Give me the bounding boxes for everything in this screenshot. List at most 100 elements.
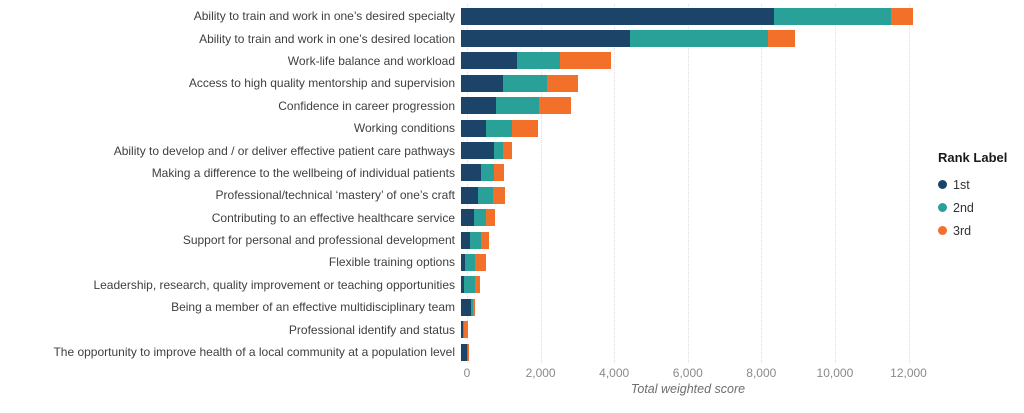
- bar-segment-1st: [461, 276, 464, 294]
- bar-segment-3rd: [493, 186, 506, 204]
- x-tick-label: 10,000: [816, 366, 854, 380]
- bar-segment-1st: [461, 231, 470, 249]
- bar-segment-3rd: [474, 253, 487, 271]
- bar-track: [461, 298, 1024, 316]
- bar-segment-2nd: [462, 321, 464, 339]
- bar-segment-3rd: [468, 343, 470, 361]
- legend-item-2nd: 2nd: [938, 200, 1007, 215]
- bar-row: The opportunity to improve health of a l…: [0, 341, 1024, 363]
- bar-track: [461, 119, 1024, 137]
- bar-track: [461, 30, 1024, 48]
- bar-segment-3rd: [493, 164, 504, 182]
- bar-segment-2nd: [466, 343, 469, 361]
- bar-row: Working conditions: [0, 117, 1024, 139]
- bar-segment-1st: [461, 209, 474, 227]
- category-label: Contributing to an effective healthcare …: [211, 210, 455, 225]
- bar-segment-1st: [461, 7, 775, 25]
- bar-segment-2nd: [774, 7, 891, 25]
- x-tick-label: 8,000: [746, 366, 777, 380]
- bar-segment-2nd: [470, 298, 474, 316]
- bar-track: [461, 7, 1024, 25]
- category-label: Confidence in career progression: [278, 98, 455, 113]
- bar-row: Confidence in career progression: [0, 95, 1024, 117]
- bar-segment-2nd: [493, 142, 504, 160]
- bar-segment-1st: [461, 253, 466, 271]
- category-label: Ability to develop and / or deliver effe…: [113, 143, 455, 158]
- bar-row: Ability to train and work in one’s desir…: [0, 5, 1024, 27]
- legend-item-3rd: 3rd: [938, 224, 1007, 238]
- legend-items: 1st 2nd 3rd: [938, 177, 1007, 238]
- bar-segment-2nd: [485, 119, 512, 137]
- bar-segment-2nd: [517, 52, 560, 70]
- category-label: Ability to train and work in one’s desir…: [199, 31, 455, 46]
- bar-segment-1st: [461, 321, 463, 339]
- bar-track: [461, 231, 1024, 249]
- bar-segment-3rd: [485, 209, 495, 227]
- x-tick-label: 4,000: [599, 366, 630, 380]
- category-label: Leadership, research, quality improvemen…: [93, 277, 455, 292]
- bar-segment-3rd: [538, 97, 571, 115]
- bar-track: [461, 186, 1024, 204]
- x-tick-label: 6,000: [672, 366, 703, 380]
- bar-rows: Ability to train and work in one’s desir…: [0, 5, 1024, 363]
- bar-track: [461, 276, 1024, 294]
- bar-segment-3rd: [503, 142, 512, 160]
- bar-segment-3rd: [464, 321, 468, 339]
- bar-segment-2nd: [630, 30, 769, 48]
- legend-item-label: 1st: [953, 177, 970, 192]
- gridlines: [467, 4, 939, 363]
- category-label: Flexible training options: [328, 255, 455, 270]
- bar-segment-3rd: [474, 276, 481, 294]
- bar-segment-2nd: [496, 97, 539, 115]
- bar-segment-1st: [461, 343, 467, 361]
- bar-segment-3rd: [480, 231, 490, 249]
- bar-track: [461, 253, 1024, 271]
- category-label: The opportunity to improve health of a l…: [53, 345, 455, 360]
- gridline: [614, 4, 616, 363]
- x-axis: 0 2,000 4,000 6,000 8,000 10,000 12,000: [464, 366, 939, 380]
- bar-segment-1st: [461, 74, 503, 92]
- bar-segment-3rd: [559, 52, 612, 70]
- bar-segment-1st: [461, 52, 518, 70]
- legend-title: Rank Label: [938, 150, 1008, 165]
- bar-row: Contributing to an effective healthcare …: [0, 207, 1024, 229]
- bar-row: Flexible training options: [0, 251, 1024, 273]
- category-label: Making a difference to the wellbeing of …: [151, 165, 455, 180]
- bar-row: Work-life balance and workload: [0, 50, 1024, 72]
- bar-track: [461, 343, 1024, 361]
- bar-row: Leadership, research, quality improvemen…: [0, 274, 1024, 296]
- gridline: [467, 4, 468, 363]
- legend-dot-icon: [938, 180, 947, 189]
- bar-row: Ability to develop and / or deliver effe…: [0, 139, 1024, 161]
- bar-segment-2nd: [473, 209, 486, 227]
- legend-dot-icon: [938, 226, 947, 235]
- bar-segment-3rd: [547, 74, 578, 92]
- bar-track: [461, 321, 1024, 339]
- bar-row: Professional identify and status: [0, 318, 1024, 340]
- bar-segment-1st: [461, 119, 486, 137]
- bar-segment-2nd: [478, 186, 494, 204]
- category-label: Ability to train and work in one’s desir…: [193, 9, 455, 24]
- gridline: [834, 4, 836, 363]
- bar-segment-2nd: [480, 164, 494, 182]
- bar-segment-3rd: [768, 30, 796, 48]
- bar-track: [461, 164, 1024, 182]
- x-axis-title: Total weighted score: [630, 382, 746, 396]
- bar-row: Professional/technical ‘mastery’ of one’…: [0, 184, 1024, 206]
- bar-segment-1st: [461, 30, 631, 48]
- category-label: Working conditions: [353, 121, 455, 136]
- category-label: Professional/technical ‘mastery’ of one’…: [215, 188, 455, 203]
- legend-item-1st: 1st: [938, 177, 1007, 192]
- bar-segment-3rd: [890, 7, 914, 25]
- bar-segment-2nd: [465, 253, 475, 271]
- bar-segment-3rd: [511, 119, 538, 137]
- gridline: [908, 4, 910, 363]
- gridline: [540, 4, 542, 363]
- bar-track: [461, 52, 1024, 70]
- bar-row: Making a difference to the wellbeing of …: [0, 162, 1024, 184]
- legend-item-label: 2nd: [953, 200, 974, 215]
- bar-row: Support for personal and professional de…: [0, 229, 1024, 251]
- x-tick-label: 12,000: [890, 366, 927, 380]
- bar-segment-1st: [461, 164, 481, 182]
- bar-segment-1st: [461, 142, 494, 160]
